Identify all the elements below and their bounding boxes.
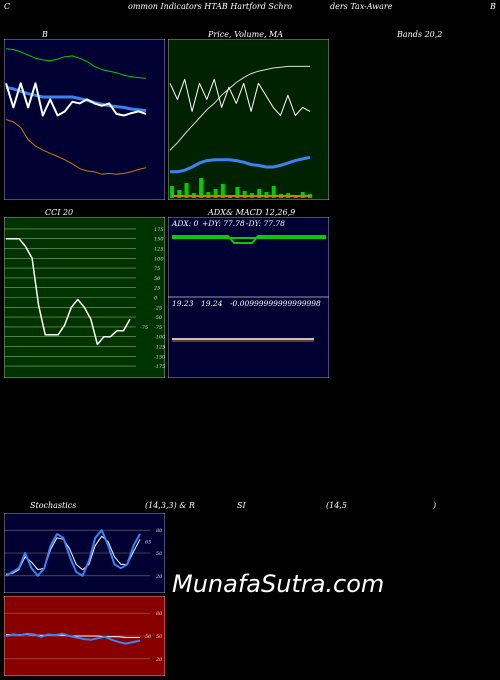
ma-long-line — [169, 65, 310, 151]
cci-tick-label: -50 — [154, 315, 163, 321]
cci-tick-label: -100 — [154, 335, 165, 341]
cci-tick-label: 0 — [154, 296, 158, 302]
volume-bar — [220, 184, 225, 198]
rsi-panel: 80 50 20 50 — [4, 596, 165, 676]
cci-tick-label: 25 — [153, 286, 160, 292]
header-title: ommon Indicators HTAB Hartford Schro — [128, 2, 293, 11]
stoch-last-label: 65 — [145, 540, 151, 546]
stoch-tick-label: 80 — [156, 528, 163, 534]
cci-tick-label: 150 — [154, 237, 164, 243]
bollinger-mid-line — [5, 85, 147, 113]
bollinger-upper-line — [5, 48, 147, 79]
header-b: B — [490, 2, 496, 11]
macd-title: & MACD 12,26,9 — [226, 208, 296, 217]
header-c: C — [4, 2, 11, 11]
cci-tick-label: -150 — [154, 354, 165, 360]
cci-tick-label: -75 — [154, 325, 162, 331]
price-line — [169, 78, 311, 116]
cci-tick-label: -175 — [154, 364, 165, 370]
watermark: MunafaSutra.com — [172, 570, 385, 598]
rsi-tick-label: 80 — [156, 611, 163, 617]
adx-pdi: +DY: 77.78 — [202, 219, 245, 228]
price-panel — [168, 39, 329, 200]
cci-tick-label: 75 — [154, 266, 160, 272]
bollinger-title: B — [42, 30, 48, 39]
macd-signal: 19.24 — [201, 299, 223, 308]
rsi-last-label: 50 — [145, 634, 152, 640]
adx-mdi: -DY: 77.78 — [246, 219, 285, 228]
cci-tick-label: 100 — [154, 256, 164, 262]
stoch-k-line — [5, 529, 141, 577]
volume-bar — [242, 191, 247, 198]
bands-title: Bands 20,2 — [397, 30, 443, 39]
volume-bar — [235, 187, 240, 198]
adx-minus-line — [172, 235, 326, 244]
macd-panel: 19.23 19.24 -0.00999999999999998 — [168, 297, 329, 378]
cci-tick-label: 50 — [154, 276, 161, 282]
volume-bar — [213, 189, 218, 198]
cci-last-label: -75 — [140, 325, 148, 331]
adx-bg — [168, 217, 329, 297]
volume-bar — [184, 183, 189, 198]
adx-title: ADX — [208, 208, 226, 217]
bollinger-lower-line — [5, 119, 147, 175]
volume-bar — [170, 186, 174, 198]
bollinger-panel — [4, 39, 165, 200]
volume-bar — [271, 186, 276, 198]
stoch-tick-label: 50 — [156, 551, 163, 557]
rsi-params-end: ) — [433, 501, 437, 510]
bollinger-price-line — [5, 82, 147, 117]
header-title-2: ders Tax-Aware — [330, 2, 393, 11]
stoch-tick-label: 20 — [155, 574, 163, 580]
rsi-title: SI — [237, 501, 246, 510]
rsi-line — [5, 632, 141, 645]
cci-tick-label: -25 — [154, 305, 162, 311]
stoch-title: Stochastics — [30, 501, 77, 510]
stoch-panel: 80 50 20 65 — [4, 513, 165, 593]
rsi-params: (14,5 — [326, 501, 347, 510]
macd-value: 19.23 — [172, 299, 194, 308]
bollinger-bg — [4, 39, 165, 200]
adx-panel: ADX: 0 +DY: 77.78 -DY: 77.78 — [168, 217, 329, 297]
price-bg — [168, 39, 329, 200]
cci-line — [6, 237, 131, 346]
rsi-tick-label: 20 — [155, 657, 163, 663]
volume-bar — [177, 190, 182, 198]
adx-value: ADX: 0 — [171, 219, 199, 228]
volume-bar — [257, 189, 262, 198]
stoch-params: (14,3,3) & R — [145, 501, 195, 510]
cci-tick-label: -125 — [154, 344, 165, 350]
rsi-tick-label: 50 — [156, 634, 163, 640]
macd-hist: -0.00999999999999998 — [230, 299, 321, 308]
cci-panel: 175 150 125 100 75 50 25 0 -25 -50 -75 -100 -125 -150… — [4, 217, 165, 378]
volume-bar — [199, 178, 204, 198]
cci-title: CCI 20 — [45, 208, 74, 217]
macd-bg — [168, 297, 329, 378]
cci-tick-label: 175 — [154, 227, 164, 233]
cci-tick-label: 125 — [154, 247, 164, 253]
ma-short-line — [170, 155, 311, 174]
price-title: Price, Volume, MA — [208, 30, 284, 39]
